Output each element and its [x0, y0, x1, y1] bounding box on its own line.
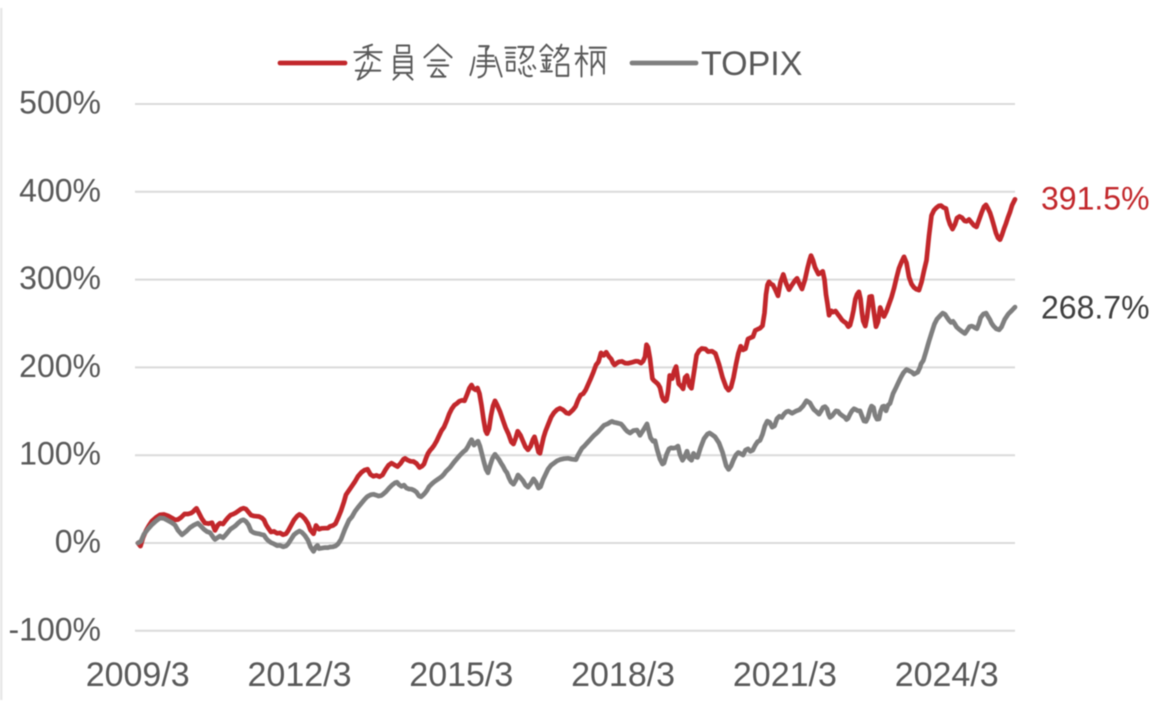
svg-text:2024/3: 2024/3 — [895, 656, 999, 694]
svg-text:391.5%: 391.5% — [1041, 181, 1150, 217]
svg-text:0%: 0% — [55, 524, 101, 560]
svg-text:2009/3: 2009/3 — [86, 656, 190, 694]
svg-text:400%: 400% — [19, 172, 101, 208]
svg-text:100%: 100% — [19, 436, 101, 472]
svg-text:268.7%: 268.7% — [1041, 290, 1150, 326]
svg-text:TOPIX: TOPIX — [701, 45, 802, 83]
svg-text:2012/3: 2012/3 — [248, 656, 352, 694]
svg-text:300%: 300% — [19, 260, 101, 296]
svg-text:200%: 200% — [19, 348, 101, 384]
svg-text:2018/3: 2018/3 — [571, 656, 675, 694]
svg-text:-100%: -100% — [9, 611, 102, 647]
svg-text:2015/3: 2015/3 — [409, 656, 513, 694]
svg-text:2021/3: 2021/3 — [733, 656, 837, 694]
svg-text:500%: 500% — [19, 85, 101, 121]
